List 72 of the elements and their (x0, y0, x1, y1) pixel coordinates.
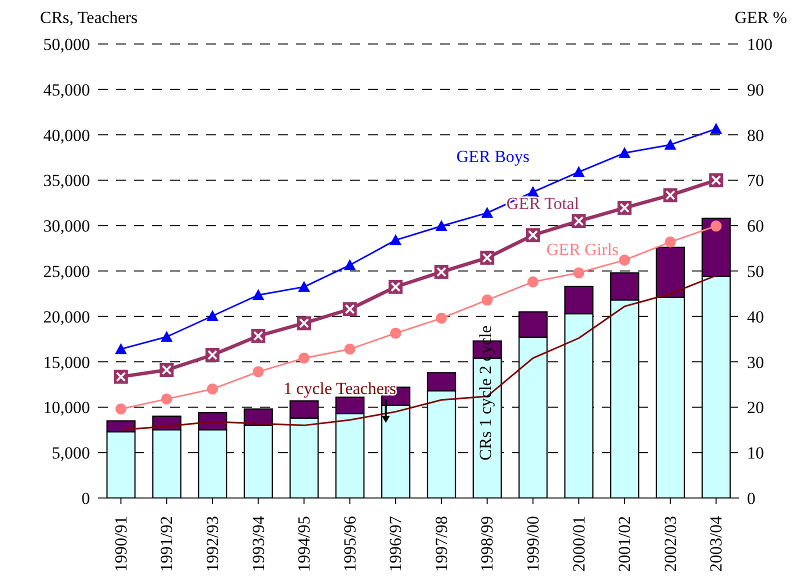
y2-tick-label: 20 (747, 398, 764, 418)
y-tick-label: 45,000 (43, 80, 90, 100)
point (390, 328, 402, 339)
y2-axis-title: GER % (734, 8, 787, 28)
point (344, 259, 356, 270)
y-tick-label: 0 (82, 489, 90, 508)
point (115, 404, 126, 415)
point (710, 122, 722, 134)
x-tick-label: 1997/98 (432, 516, 451, 572)
y-tick-label: 50,000 (43, 35, 90, 54)
x-tick-label: 2001/02 (615, 516, 634, 572)
x-tick-label: 1993/94 (248, 516, 268, 572)
series-label: 1 cycle Teachers (283, 378, 396, 398)
y-axis-title: CRs, Teachers (40, 8, 138, 28)
point (710, 220, 722, 232)
point (527, 276, 538, 288)
y-tick-label: 25,000 (43, 262, 90, 282)
y-tick-label: 15,000 (43, 352, 90, 372)
point (664, 236, 676, 248)
x-tick-label: 1998/99 (478, 516, 497, 572)
x-tick-label: 1991/92 (157, 516, 176, 572)
y2-tick-label: 40 (747, 307, 764, 326)
x-tick-label: 1999/00 (523, 516, 542, 572)
y2-tick-label: 10 (747, 444, 764, 463)
x-tick-label: 2000/01 (569, 516, 588, 572)
series-label: 2 cycle (476, 325, 496, 374)
point (435, 220, 448, 232)
x-tick-label: 2003/04 (706, 516, 726, 572)
y-tick-label: 40,000 (43, 126, 90, 145)
point (618, 146, 631, 158)
point (114, 343, 127, 354)
point (573, 267, 584, 278)
point (619, 254, 630, 266)
point (160, 330, 173, 342)
y2-tick-label: 50 (747, 262, 764, 282)
x-tick-label: 2002/03 (660, 516, 680, 572)
y2-tick-label: 0 (747, 489, 756, 508)
point (664, 138, 676, 150)
point (482, 294, 493, 306)
y-tick-label: 30,000 (43, 216, 90, 236)
point (206, 384, 218, 395)
x-tick-label: 1992/93 (202, 516, 222, 572)
y2-tick-label: 100 (747, 35, 772, 54)
y2-tick-label: 90 (747, 80, 764, 100)
y2-tick-label: 30 (747, 352, 764, 372)
y2-tick-label: 60 (747, 216, 764, 236)
point (252, 366, 264, 378)
series-label: GER Girls (546, 240, 619, 260)
point (206, 310, 218, 321)
y-tick-label: 20,000 (43, 307, 90, 326)
point (481, 206, 494, 218)
series-label: GER Total (506, 194, 580, 214)
x-tick-label: 1996/97 (386, 516, 406, 572)
point (572, 166, 585, 178)
series-label: CRs 1 cycle (476, 378, 496, 461)
point (436, 312, 447, 324)
point (390, 234, 402, 246)
x-tick-label: 1995/96 (340, 516, 360, 572)
point (298, 280, 310, 292)
y2-tick-label: 80 (747, 126, 764, 145)
x-tick-label: 1990/91 (111, 516, 130, 572)
point (161, 394, 172, 405)
point (252, 289, 264, 300)
line-series (120, 274, 717, 431)
y2-tick-label: 70 (747, 171, 764, 190)
series-label: GER Boys (456, 147, 530, 166)
x-tick-label: 1994/95 (294, 516, 314, 572)
y-tick-label: 35,000 (43, 171, 90, 190)
y-tick-label: 5,000 (52, 444, 90, 463)
y-tick-label: 10,000 (43, 398, 90, 418)
point (298, 352, 310, 364)
point (344, 344, 356, 355)
